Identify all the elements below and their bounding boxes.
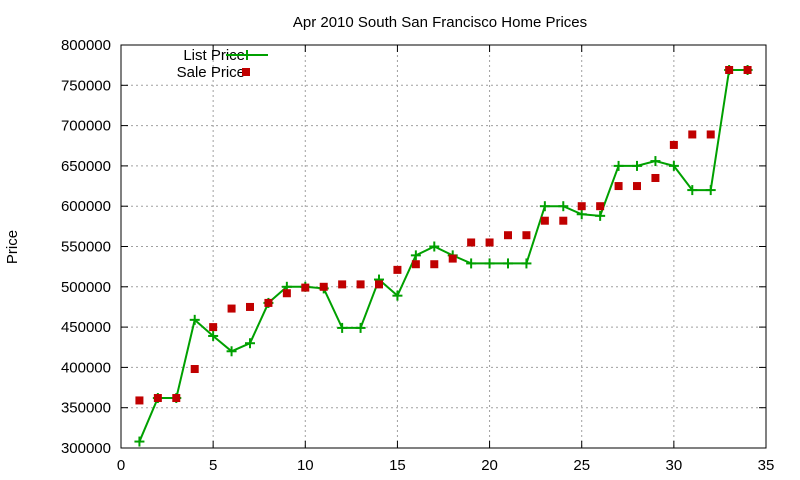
x-tick-label: 35 [758,457,775,474]
list-price-line [138,68,748,442]
y-tick-label: 700000 [61,118,111,135]
sale-price-point [448,254,457,263]
sale-price-point [227,304,236,313]
sale-price-point [282,289,291,298]
x-tick-label: 10 [297,457,314,474]
y-tick-label: 300000 [61,440,111,457]
list-price-point [521,258,532,269]
sale-price-point [246,302,254,311]
y-tick-label: 600000 [61,198,111,215]
y-tick-label: 350000 [61,400,111,417]
list-price-point [576,209,587,220]
sale-price-point [596,202,605,211]
y-tick-label: 400000 [61,359,111,376]
y-axis-label: Price [4,230,21,264]
list-price-point [650,156,661,167]
list-price-point [632,160,642,171]
y-tick-label: 550000 [61,239,111,256]
legend-swatch-marker [242,50,252,60]
sale-price-point [190,365,199,374]
list-price-point [613,160,624,171]
sale-price-point [338,280,347,289]
list-price-point [134,436,145,447]
sale-price-point [375,280,383,289]
sale-price-point [651,173,660,182]
list-price-point [226,346,237,357]
sale-price-point [356,280,365,289]
y-tick-label: 800000 [61,37,111,54]
list-price-point [410,250,421,261]
sale-price-point [706,130,715,139]
series-layer [134,64,753,447]
x-tick-label: 15 [389,457,406,474]
legend-label: List Price [183,47,245,64]
list-price-point [245,338,255,349]
sale-price-point [559,216,568,225]
list-price-point [484,258,495,269]
sale-price-point [209,323,218,332]
y-tick-label: 750000 [61,77,111,94]
sale-price-point [540,216,549,225]
list-price-point [668,160,679,171]
list-price-point [558,201,569,212]
series-2 [135,65,752,405]
list-price-point [687,185,698,196]
x-tick-label: 0 [117,457,125,474]
list-price-point [705,185,716,196]
legend-swatch-marker [242,68,250,76]
y-tick-label: 500000 [61,279,111,296]
sale-price-point [301,283,310,292]
sale-price-point [522,231,531,240]
list-price-point [355,322,366,333]
x-tick-label: 30 [666,457,683,474]
sale-price-point [411,260,420,269]
list-price-point [466,258,477,269]
sale-price-point [135,396,144,405]
list-price-point [595,210,606,221]
sale-price-point [743,65,752,74]
sale-price-point [393,265,402,274]
y-tick-label: 450000 [61,319,111,336]
legend-label: Sale Price [177,64,245,81]
list-price-point [503,258,513,269]
sale-price-point [688,130,697,139]
sale-price-point [430,260,439,269]
grid-lines [121,45,766,448]
sale-price-point [633,182,641,191]
sale-price-point [725,65,734,74]
sale-price-point [669,140,678,149]
sale-price-point [467,238,476,247]
x-tick-label: 20 [481,457,498,474]
x-tick-label: 5 [209,457,217,474]
list-price-point [539,201,550,212]
sale-price-point [153,394,162,403]
sale-price-point [485,238,494,247]
sale-price-point [577,202,586,211]
list-price-point [429,241,440,252]
x-tick-label: 25 [573,457,590,474]
sale-price-point [614,182,623,191]
sale-price-point [504,231,512,240]
sale-price-point [319,282,328,291]
y-tick-label: 650000 [61,158,111,175]
list-price-point [392,290,403,301]
sale-price-point [264,298,273,307]
axis-ticks: 0 5 10 15 20 25 30 35 300000 350000 400000 450000 50… [61,37,774,474]
list-price-point [189,314,200,325]
sale-price-point [172,394,181,403]
chart-title: Apr 2010 South San Francisco Home Prices [293,14,587,31]
list-price-point [337,322,348,333]
list-price-point [208,330,219,341]
